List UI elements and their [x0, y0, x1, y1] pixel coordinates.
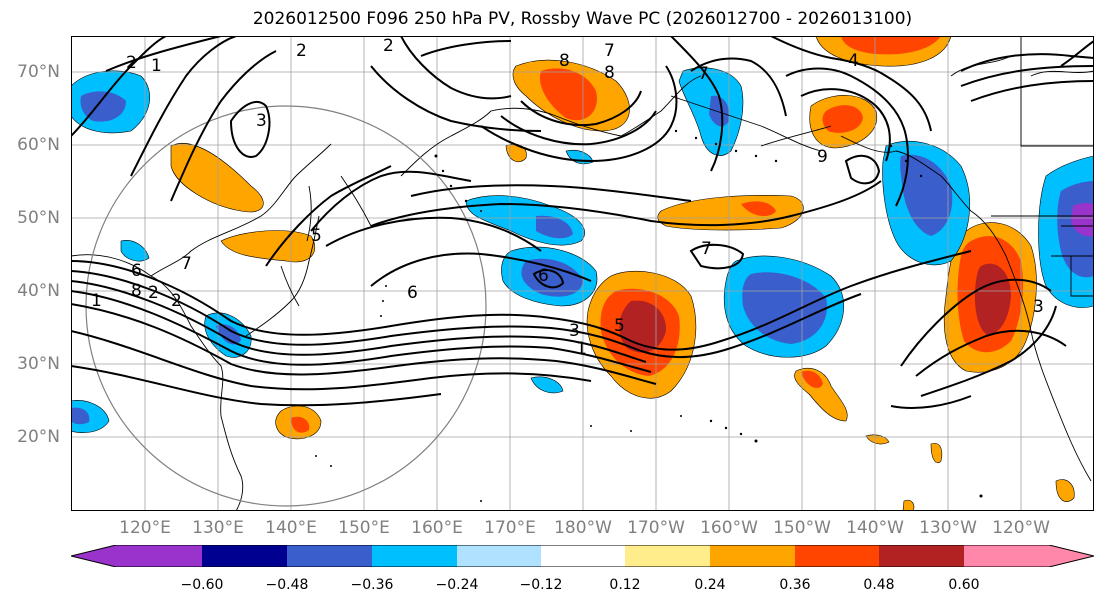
contour-label: 2: [383, 36, 394, 56]
map-panel: 2 2 1 3 8 7 8 4 2 6 7 7 6 8 2 2 1 5 6 3 …: [71, 36, 1094, 511]
contour-label: 1: [91, 291, 102, 311]
contour-label: 2: [148, 283, 159, 303]
lon-label: 130°E: [192, 518, 244, 538]
lat-label: 70°N: [17, 62, 60, 82]
lat-label: 60°N: [17, 135, 60, 155]
colorbar-tick-label: 0.60: [948, 577, 980, 593]
contour-label: 7: [701, 239, 712, 259]
colorbar: [71, 545, 1094, 567]
colorbar-segment: [541, 545, 625, 567]
colorbar-tick-label: −0.60: [180, 577, 224, 593]
colorbar-tick-label: −0.24: [435, 577, 479, 593]
lon-label: 140°E: [265, 518, 317, 538]
lat-label: 40°N: [17, 281, 60, 301]
contour-label: 6: [538, 266, 549, 286]
colorbar-segment: [287, 545, 372, 567]
contour-label: 2: [126, 53, 137, 73]
colorbar-segment: [795, 545, 879, 567]
colorbar-tick-label: 0.12: [609, 577, 641, 593]
contour-label: 1: [151, 56, 162, 76]
colorbar-tick-label: 0.36: [779, 577, 811, 593]
lat-label: 30°N: [17, 354, 60, 374]
contour-label: 7: [181, 254, 192, 274]
contour-label: 2: [171, 291, 182, 311]
contour-label: 2: [296, 41, 307, 61]
colorbar-segment: [710, 545, 795, 567]
lon-label: 160°W: [700, 518, 758, 538]
contour-label: 4: [848, 51, 859, 71]
contour-label: 8: [131, 281, 142, 301]
colorbar-tick-label: 0.24: [694, 577, 726, 593]
contour-label: 8: [604, 63, 615, 83]
colorbar-segment: [625, 545, 710, 567]
contour-labels: 2 2 1 3 8 7 8 4 2 6 7 7 6 8 2 2 1 5 6 3 …: [91, 36, 1044, 359]
contour-label: 3: [569, 321, 580, 341]
lon-label: 120°E: [119, 518, 171, 538]
contour-label: 6: [407, 283, 418, 303]
map-canvas: 2 2 1 3 8 7 8 4 2 6 7 7 6 8 2 2 1 5 6 3 …: [71, 36, 1094, 511]
contour-label: 3: [1033, 297, 1044, 317]
contour-label: 5: [614, 316, 625, 336]
lon-label: 170°E: [484, 518, 536, 538]
lat-label: 20°N: [17, 427, 60, 447]
contour-label: 6: [131, 261, 142, 281]
lon-label: 120°W: [992, 518, 1050, 538]
lon-label: 150°E: [338, 518, 390, 538]
colorbar-segment: [202, 545, 287, 567]
contour-label: 7: [604, 41, 615, 61]
contour-label: 8: [559, 51, 570, 71]
contour-label: 5: [311, 226, 322, 246]
lat-label: 50°N: [17, 208, 60, 228]
colorbar-tick-label: −0.36: [350, 577, 394, 593]
contour-label: 1: [576, 339, 587, 359]
lon-label: 160°E: [411, 518, 463, 538]
contour-label: 9: [817, 147, 828, 167]
chart-title: 2026012500 F096 250 hPa PV, Rossby Wave …: [252, 9, 913, 29]
lon-label: 140°W: [846, 518, 904, 538]
pv-contours: [71, 36, 1094, 409]
lon-label: 150°W: [773, 518, 831, 538]
island-dots: [315, 129, 983, 502]
colorbar-segment: [879, 545, 964, 567]
lon-label: 170°W: [627, 518, 685, 538]
colorbar-segment: [372, 545, 457, 567]
lon-label: 180°W: [554, 518, 612, 538]
colorbar-segment: [71, 545, 202, 567]
colorbar-segment: [457, 545, 541, 567]
colorbar-segment: [964, 545, 1094, 567]
lon-label: 130°W: [919, 518, 977, 538]
colorbar-tick-label: −0.12: [519, 577, 563, 593]
positive-anomaly-shading: [170, 36, 1075, 511]
contour-label: 7: [698, 64, 709, 84]
colorbar-tick-label: −0.48: [265, 577, 309, 593]
gridlines: [71, 36, 1094, 511]
colorbar-tick-label: 0.48: [863, 577, 895, 593]
contour-label: 3: [256, 111, 267, 131]
